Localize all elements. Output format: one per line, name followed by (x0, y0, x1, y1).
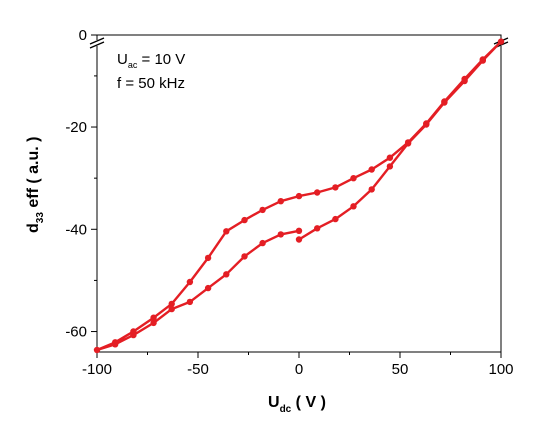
data-point (259, 206, 266, 214)
y-top-tick-label: 0 (79, 27, 87, 44)
data-point (386, 163, 394, 170)
data-point (204, 254, 212, 262)
x-tick-label: 100 (488, 361, 513, 378)
data-point (386, 154, 394, 161)
x-tick-label: 0 (295, 361, 303, 378)
data-point (168, 305, 175, 313)
data-point (277, 198, 284, 205)
data-point (461, 75, 468, 83)
data-point (332, 215, 339, 223)
x-tick-label: -100 (82, 361, 112, 378)
axes: -100 -50 0 50 100 -60 -40 -20 0 (65, 27, 513, 378)
data-point (295, 227, 303, 234)
axis-break-mark-left (89, 37, 105, 45)
y-tick-label: -40 (65, 221, 87, 238)
data-point (368, 166, 375, 173)
data-point (223, 228, 230, 235)
data-point (168, 300, 175, 308)
data-point (479, 56, 486, 63)
data-point (350, 203, 357, 210)
x-tick-label: 50 (392, 361, 409, 378)
data-point (497, 38, 505, 45)
data-point (404, 139, 412, 146)
x-axis-title: Udc ( V ) (268, 394, 326, 415)
data-point (314, 189, 321, 196)
data-point (241, 216, 248, 224)
data-point (130, 331, 137, 339)
annotation: Uac = 10 V f = 50 kHz (117, 51, 185, 92)
data-point (350, 175, 357, 182)
data-point (423, 120, 430, 127)
data-point (223, 271, 230, 278)
annotation-line1: Uac = 10 V (117, 51, 185, 70)
series-layer (93, 38, 505, 354)
data-point (241, 253, 248, 260)
y-tick-label: -20 (65, 119, 87, 136)
data-point (150, 319, 157, 327)
data-point (186, 278, 194, 286)
y-axis-title: d33 eff ( a.u. ) (25, 137, 46, 233)
y-tick-label: -60 (65, 324, 87, 341)
data-point (204, 284, 212, 292)
axis-break-gap-left (91, 40, 103, 46)
data-point (259, 239, 266, 247)
data-point (295, 236, 303, 243)
data-point (441, 98, 448, 105)
data-point (186, 298, 194, 306)
data-point (277, 231, 284, 238)
data-point (332, 184, 339, 191)
axis-break-mark-left (89, 41, 105, 49)
data-point (112, 341, 119, 348)
annotation-line2: f = 50 kHz (117, 75, 185, 92)
data-point (368, 186, 375, 193)
data-point (93, 346, 101, 354)
x-tick-label: -50 (187, 361, 209, 378)
data-point (150, 314, 157, 321)
data-point (314, 225, 321, 232)
data-point (295, 192, 303, 200)
